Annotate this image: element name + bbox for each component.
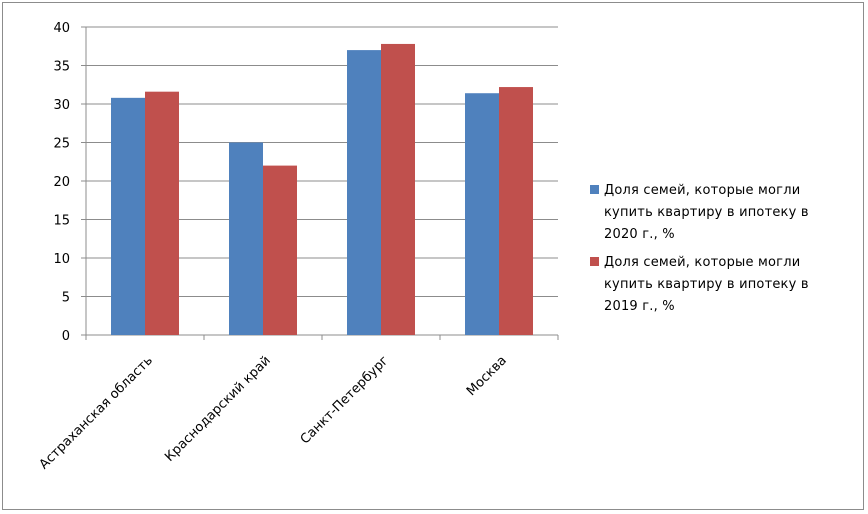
y-tick-label-40: 40 [53,21,70,36]
bar-2020-2 [347,50,381,335]
bar-2019-1 [263,165,297,335]
legend-swatch-2020 [590,185,599,194]
x-tick-label-2: Санкт-Петербург [298,353,392,447]
legend-item-2019: Доля семей, которые могли купить квартир… [590,252,860,318]
legend-label-2019: Доля семей, которые могли купить квартир… [604,255,809,314]
bars [111,43,533,336]
x-tick-labels: Астраханская область Краснодарский край Са… [37,353,510,472]
legend: Доля семей, которые могли купить квартир… [590,180,860,324]
y-tick-label-15: 15 [53,214,70,229]
x-tick-label-0: Астраханская область [37,353,156,472]
y-tick-label-5: 5 [62,291,70,306]
bar-2019-0 [145,91,179,336]
bar-2020-0 [111,97,145,335]
y-tick-label-0: 0 [62,329,70,344]
bar-2020-1 [229,142,263,335]
y-tick-label-25: 25 [53,137,70,152]
y-tick-label-35: 35 [53,60,70,75]
legend-item-2020: Доля семей, которые могли купить квартир… [590,180,860,246]
legend-label-2020: Доля семей, которые могли купить квартир… [604,183,809,242]
x-tick-label-3: Москва [464,353,510,399]
y-tick-label-20: 20 [53,175,70,190]
bar-2019-2 [381,43,415,335]
y-tick-labels: 0 5 10 15 20 25 30 35 40 [53,21,70,344]
x-tick-label-1: Краснодарский край [162,353,274,465]
legend-swatch-2019 [590,257,599,266]
bar-2020-3 [465,93,499,335]
y-tick-label-10: 10 [53,252,70,267]
bar-2019-3 [499,87,533,335]
y-tick-label-30: 30 [53,98,70,113]
